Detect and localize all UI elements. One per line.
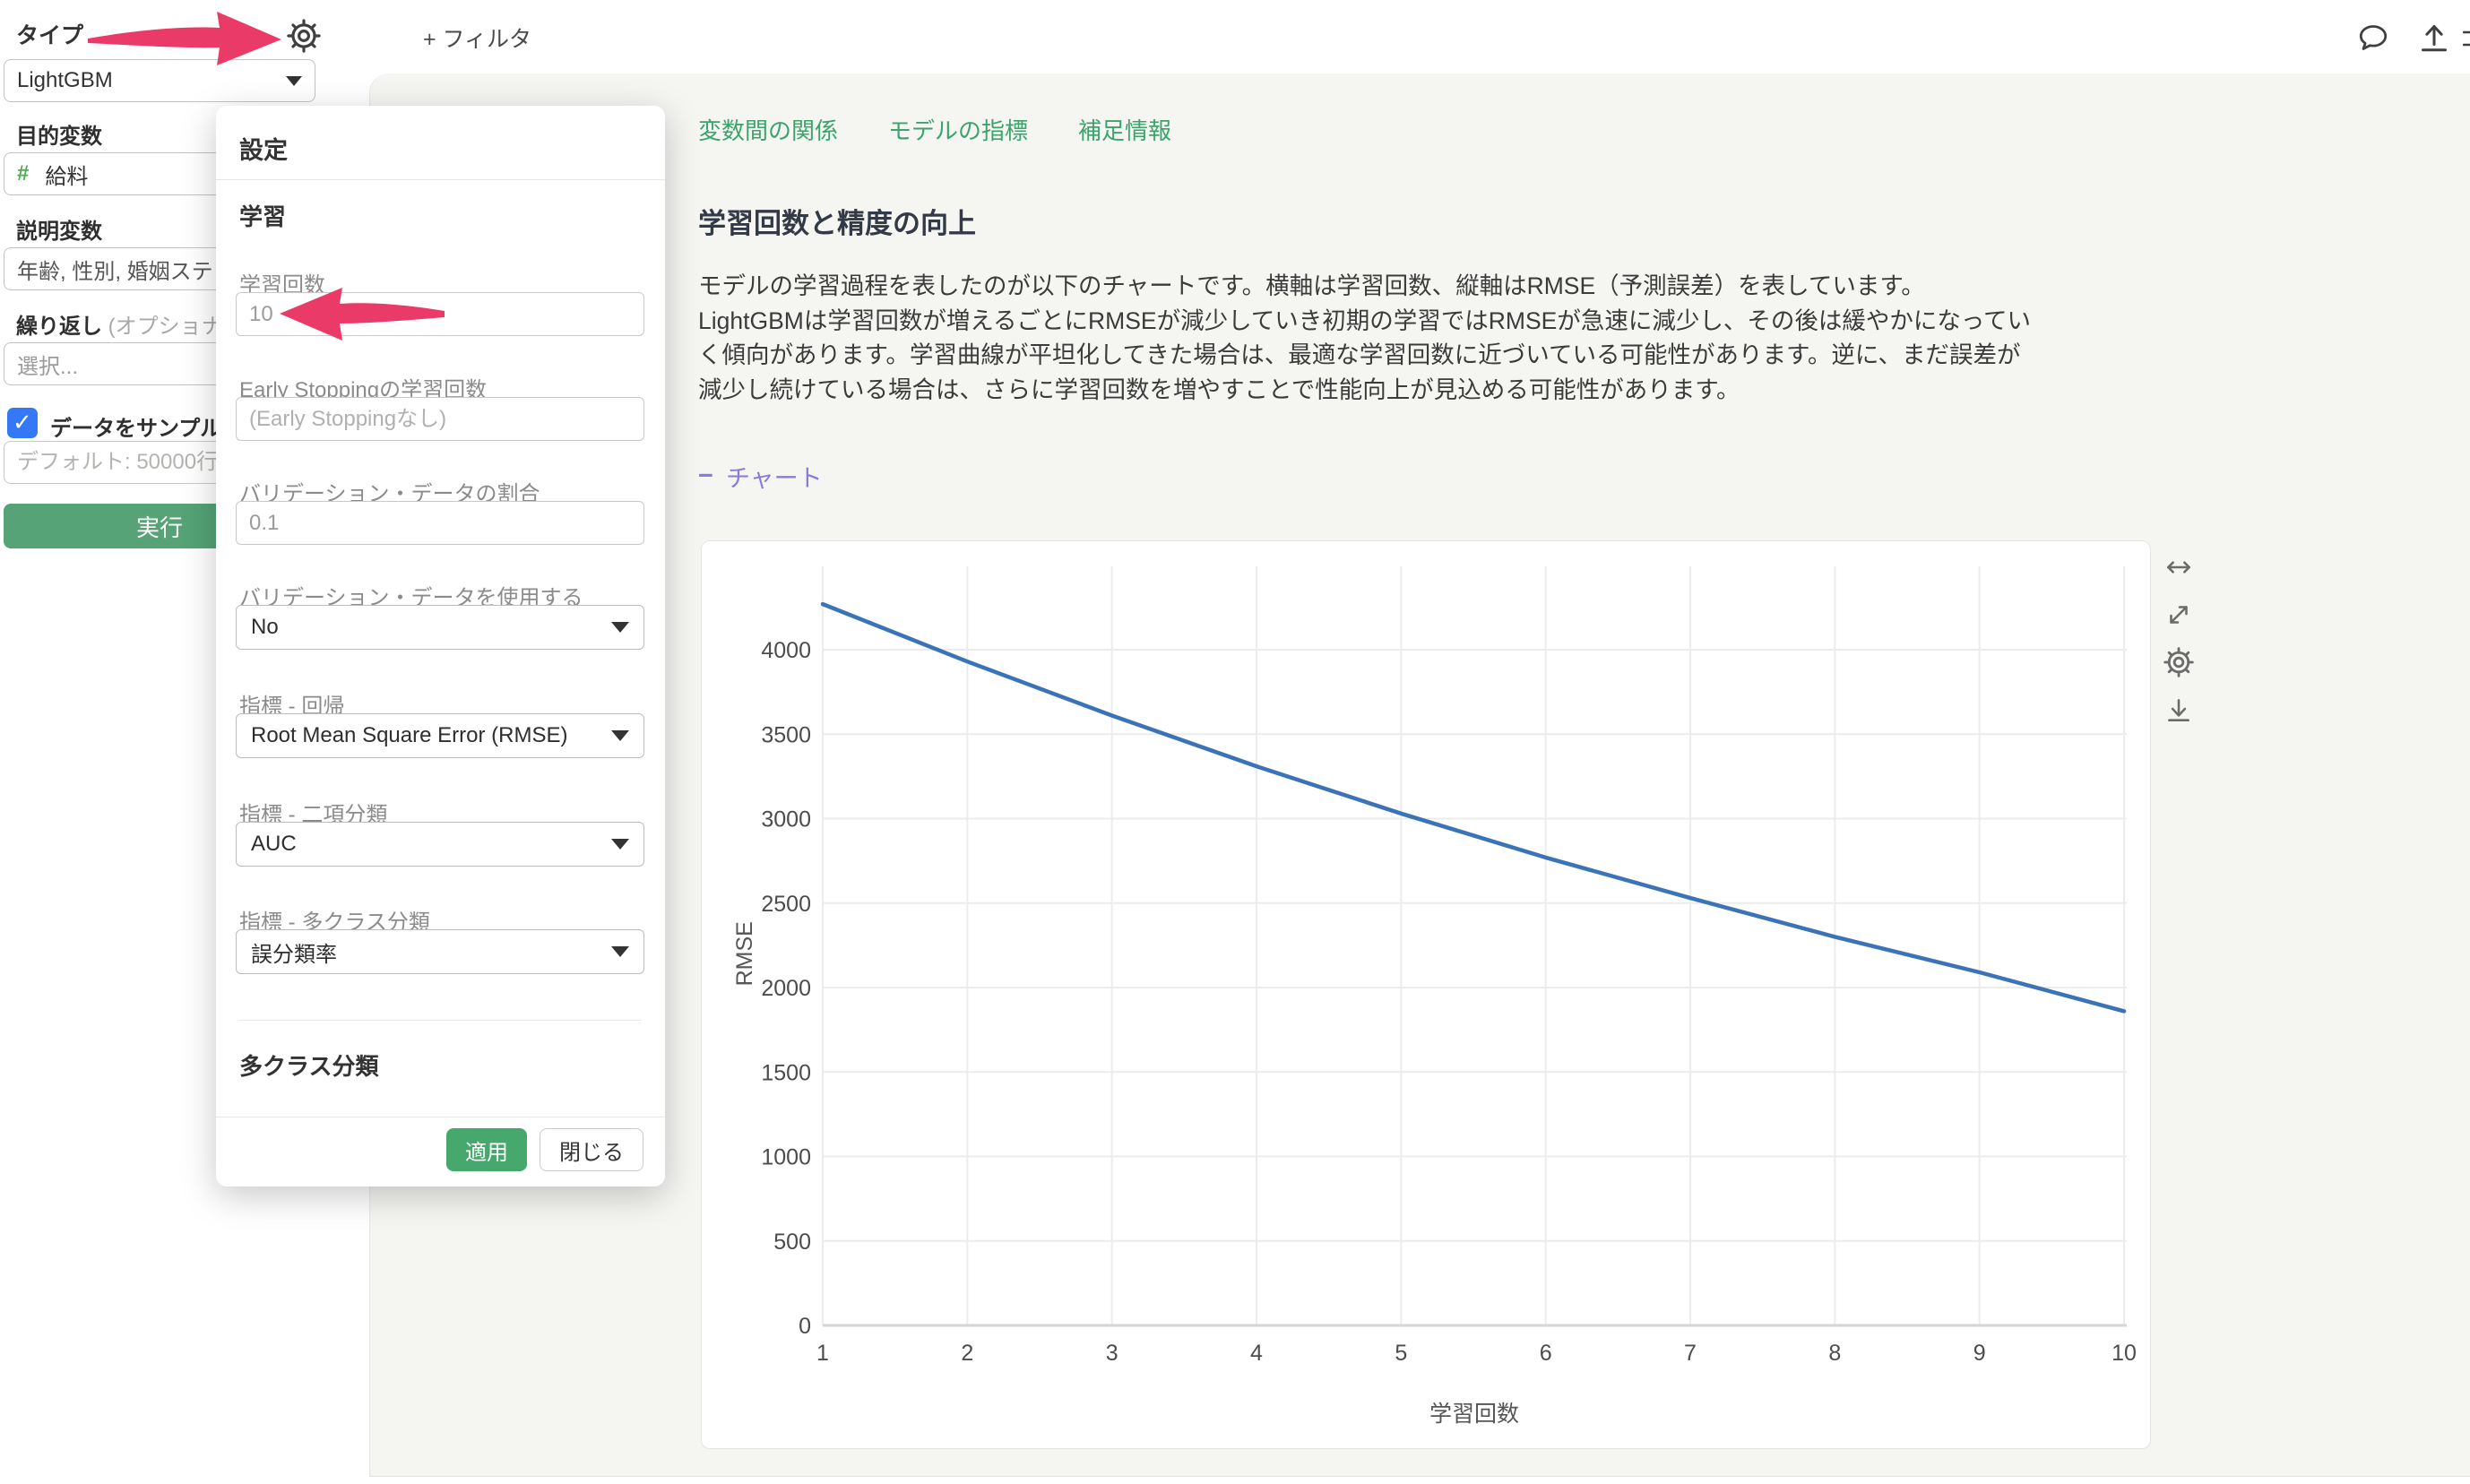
- chevron-down-icon: [611, 946, 629, 957]
- sample-data-checkbox[interactable]: [7, 408, 38, 438]
- settings-dialog: 設定 学習 学習回数 Early Stoppingの学習回数 バリデーション・デ…: [216, 106, 665, 1186]
- model-type-select[interactable]: LightGBM: [4, 59, 315, 102]
- chevron-down-icon: [611, 839, 629, 850]
- svg-text:4: 4: [1250, 1341, 1263, 1366]
- svg-text:9: 9: [1973, 1341, 1986, 1366]
- expand-diagonal-icon[interactable]: [2163, 600, 2194, 630]
- metric-multiclass-select[interactable]: 誤分類率: [236, 929, 644, 974]
- validation-ratio-input[interactable]: [236, 501, 644, 545]
- numeric-type-icon: #: [17, 161, 30, 186]
- svg-text:3: 3: [1106, 1341, 1118, 1366]
- resize-horizontal-icon[interactable]: [2163, 552, 2194, 582]
- svg-text:学習回数: 学習回数: [1429, 1402, 1519, 1427]
- result-tabs: 変数間の関係 モデルの指標 補足情報: [698, 113, 1171, 146]
- svg-text:1500: 1500: [761, 1060, 811, 1085]
- svg-text:5: 5: [1395, 1341, 1407, 1366]
- learning-curve-chart: 0 500 1000 1500 2000 2500 3000 3500 4000 1 2 3 4 5 6 7 8…: [732, 566, 2137, 1427]
- description-paragraph: モデルの学習過程を表したのが以下のチャートです。横軸は学習回数、縦軸はRMSE（…: [698, 272, 2032, 403]
- repeat-optional-suffix: (オプショナ: [108, 315, 223, 339]
- target-variable-value: 給料: [45, 164, 89, 189]
- tab-model-metrics[interactable]: モデルの指標: [888, 117, 1029, 144]
- svg-text:0: 0: [799, 1314, 811, 1339]
- gear-icon[interactable]: [2163, 647, 2194, 677]
- add-filter-button[interactable]: + フィルタ: [423, 27, 532, 52]
- svg-text:RMSE: RMSE: [732, 921, 757, 986]
- tab-variable-relationships[interactable]: 変数間の関係: [698, 117, 839, 144]
- iterations-input[interactable]: [236, 292, 644, 336]
- svg-text:8: 8: [1828, 1341, 1841, 1366]
- predictor-variable-label: 説明変数: [16, 220, 102, 244]
- svg-text:7: 7: [1684, 1341, 1697, 1366]
- upload-icon[interactable]: [2416, 20, 2452, 56]
- chart-link-label: チャート: [725, 465, 823, 492]
- collapse-minus-icon: −: [698, 462, 713, 490]
- svg-text:6: 6: [1540, 1341, 1552, 1366]
- svg-text:3500: 3500: [761, 722, 811, 747]
- svg-text:1: 1: [816, 1341, 829, 1366]
- svg-text:500: 500: [773, 1229, 811, 1255]
- dialog-title: 設定: [239, 137, 288, 164]
- chevron-down-icon: [611, 730, 629, 741]
- apply-button[interactable]: 適用: [446, 1128, 527, 1171]
- svg-text:2000: 2000: [761, 976, 811, 1001]
- type-label: タイプ: [16, 23, 84, 48]
- predictor-variable-value: 年齢, 性別, 婚姻ステ: [17, 259, 213, 284]
- page-title: 学習回数と精度の向上: [698, 208, 976, 239]
- repeat-placeholder: 選択...: [17, 354, 79, 379]
- chart-collapse-link[interactable]: − チャート: [698, 459, 823, 494]
- gear-icon[interactable]: [287, 19, 321, 53]
- svg-text:10: 10: [2112, 1341, 2137, 1366]
- target-variable-label: 目的変数: [16, 125, 102, 149]
- metric-regression-value: Root Mean Square Error (RMSE): [251, 723, 568, 747]
- learning-curve-card: 0 500 1000 1500 2000 2500 3000 3500 4000 1 2 3 4 5 6 7 8…: [701, 540, 2151, 1449]
- chevron-down-icon: [611, 622, 629, 633]
- svg-text:2500: 2500: [761, 892, 811, 917]
- svg-text:1000: 1000: [761, 1145, 811, 1170]
- section-learning: 学習: [239, 203, 287, 230]
- metric-multiclass-value: 誤分類率: [251, 942, 337, 967]
- section-multiclass: 多クラス分類: [239, 1053, 379, 1080]
- sample-data-label: データをサンプル: [50, 417, 222, 441]
- svg-text:2: 2: [961, 1341, 973, 1366]
- download-icon[interactable]: [2163, 695, 2194, 725]
- divider: [216, 179, 665, 180]
- repeat-label: 繰り返し (オプショナ: [16, 315, 223, 339]
- metric-binary-select[interactable]: AUC: [236, 822, 644, 867]
- metric-binary-value: AUC: [251, 832, 297, 856]
- chart-toolbar: [2163, 552, 2194, 725]
- close-button[interactable]: 閉じる: [540, 1128, 643, 1171]
- comment-icon[interactable]: [2355, 20, 2391, 56]
- model-type-value: LightGBM: [17, 68, 113, 92]
- chevron-down-icon: [286, 75, 302, 86]
- tab-supplementary-info[interactable]: 補足情報: [1078, 117, 1172, 144]
- metric-regression-select[interactable]: Root Mean Square Error (RMSE): [236, 713, 644, 758]
- divider: [239, 1020, 642, 1021]
- svg-text:4000: 4000: [761, 638, 811, 663]
- early-stopping-input[interactable]: [236, 397, 644, 441]
- partial-edge-icon[interactable]: [2463, 23, 2470, 54]
- svg-text:3000: 3000: [761, 807, 811, 833]
- validation-use-select[interactable]: No: [236, 605, 644, 650]
- validation-use-value: No: [251, 615, 279, 639]
